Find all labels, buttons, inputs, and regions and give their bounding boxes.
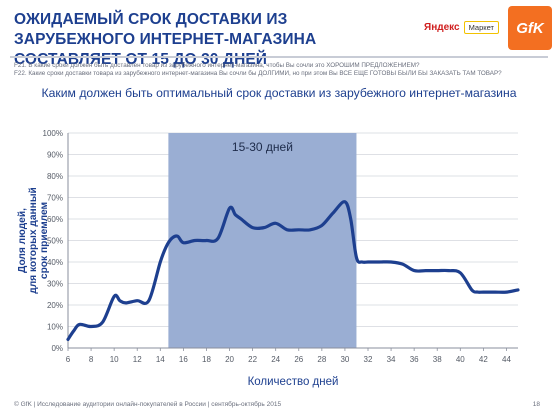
y-tick-label: 90% [47, 151, 63, 160]
y-tick-label: 50% [47, 237, 63, 246]
footer-text: © GfK | Исследование аудитории онлайн-по… [14, 401, 282, 408]
x-tick-label: 10 [110, 355, 119, 364]
x-tick-label: 40 [456, 355, 465, 364]
yandex-market-logo: Яндекс Маркет [424, 17, 500, 37]
y-tick-labels: 0% 10% 20% 30% 40% 50% 60% 70% 80% 90% 100% [43, 129, 63, 353]
x-tick-label: 16 [179, 355, 188, 364]
series-line [66, 200, 520, 341]
y-tick-label: 10% [47, 323, 63, 332]
x-tick-label: 36 [410, 355, 419, 364]
x-tick-label: 30 [340, 355, 349, 364]
y-tick-label: 100% [43, 129, 63, 138]
header-divider [10, 56, 548, 58]
y-tick-label: 40% [47, 258, 63, 267]
x-tick-label: 34 [387, 355, 396, 364]
question-f22: F22. Какие сроки доставки товара из зару… [14, 70, 502, 77]
x-tick-label: 28 [317, 355, 326, 364]
y-axis-label-line2: для которых данный [28, 187, 39, 294]
x-tick-label: 18 [202, 355, 211, 364]
x-tick-label: 42 [479, 355, 488, 364]
x-tick-label: 12 [133, 355, 142, 364]
question-f21: F21. В какие сроки должен быть доставлен… [14, 62, 420, 69]
y-tick-label: 0% [51, 344, 63, 353]
yandex-market-tag: Маркет [463, 20, 499, 34]
x-tick-label: 20 [225, 355, 234, 364]
y-tick-label: 80% [47, 172, 63, 181]
gfk-logo: GfK [508, 6, 552, 50]
x-tick-label: 6 [66, 355, 71, 364]
page-number: 18 [532, 401, 540, 408]
x-tick-label: 26 [294, 355, 303, 364]
x-tick-label: 24 [271, 355, 280, 364]
x-tick-label: 14 [156, 355, 165, 364]
chart-title: Каким должен быть оптимальный срок доста… [41, 86, 517, 100]
y-tick-label: 70% [47, 194, 63, 203]
page-title: ОЖИДАЕМЫЙ СРОК ДОСТАВКИ ИЗ ЗАРУБЕЖНОГО И… [14, 11, 317, 68]
y-tick-label: 20% [47, 301, 63, 310]
x-tick-label: 8 [89, 355, 94, 364]
x-tick-label: 32 [364, 355, 373, 364]
x-tick-label: 38 [433, 355, 442, 364]
y-axis-label-line3: срок приемлем [39, 202, 50, 279]
highlight-label: 15-30 дней [232, 140, 293, 154]
x-tick-label: 22 [248, 355, 257, 364]
x-tick-labels: 6 8 10 12 14 16 18 20 22 24 26 28 30 32 34 36 38 40 42 44 [66, 348, 511, 364]
x-axis-label: Количество дней [248, 376, 339, 388]
y-tick-label: 30% [47, 280, 63, 289]
yandex-brand: Яндекс [424, 21, 460, 33]
x-tick-label: 44 [502, 355, 511, 364]
y-axis-label: Доля людей, [17, 208, 28, 273]
chart-axes [67, 133, 518, 349]
y-tick-label: 60% [47, 215, 63, 224]
